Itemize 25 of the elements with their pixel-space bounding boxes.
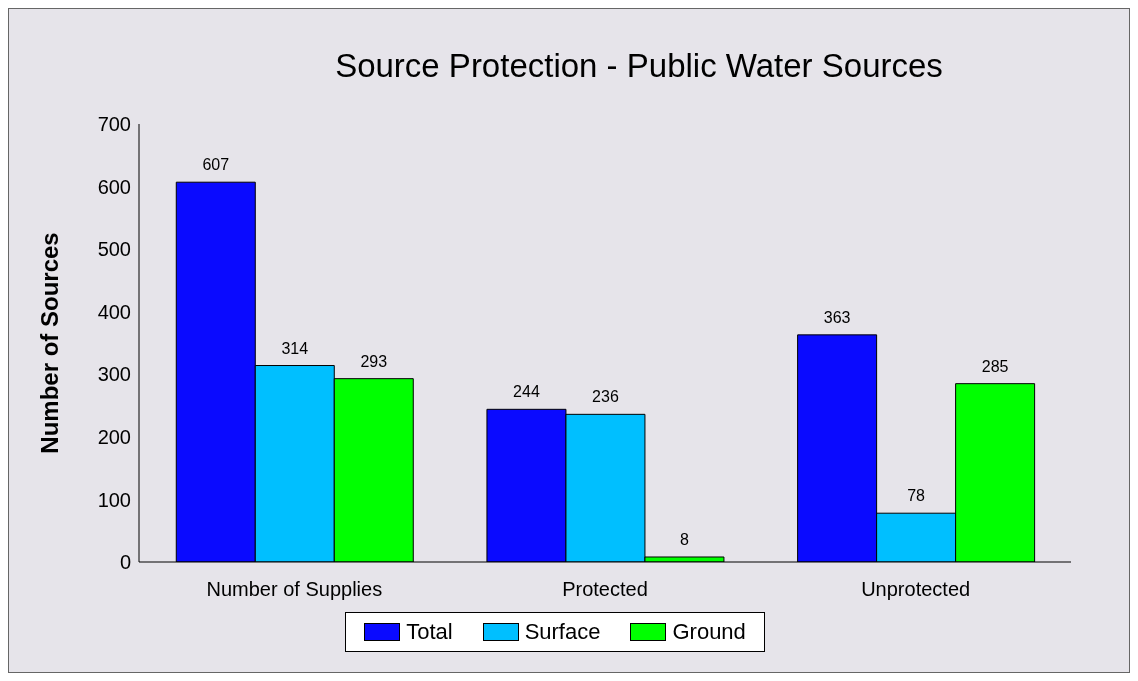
y-tick-label: 700 [97,113,131,136]
y-tick-label: 400 [97,300,131,323]
y-tick-label: 500 [97,238,131,261]
data-label: 236 [592,388,619,406]
data-label: 78 [907,487,926,505]
legend-label: Total [406,619,453,645]
chart-title: Source Protection - Public Water Sources [334,47,944,85]
data-label: 293 [360,352,388,370]
y-tick-label: 200 [97,425,131,448]
y-tick-label: 300 [97,363,131,386]
y-tick-label: 100 [97,488,131,511]
y-tick-label: 600 [97,175,131,198]
x-tick-label: Unprotected [861,578,971,601]
data-label: 607 [202,156,230,174]
data-label: 363 [823,308,851,326]
x-tick-label: Number of Supplies [206,578,383,601]
legend-label: Surface [524,619,601,645]
data-label: 285 [981,357,1009,375]
x-tick-label: Protected [562,578,648,601]
legend-label: Ground [672,619,746,645]
y-tick-label: 0 [119,551,131,574]
data-label: 244 [513,383,540,401]
data-label: 314 [281,339,309,357]
data-label: 8 [679,530,689,548]
y-axis-title: Number of Sources [35,232,63,454]
